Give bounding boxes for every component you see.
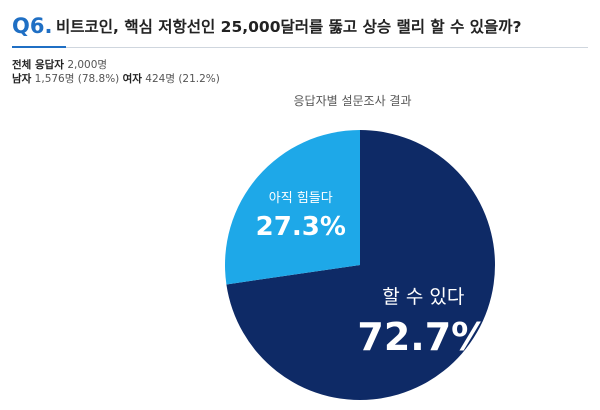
total-respondents-value: 2,000명 — [67, 59, 108, 71]
female-label: 여자 — [122, 73, 142, 85]
question-number: Q6. — [12, 14, 53, 38]
male-value: 1,576명 (78.8%) — [34, 73, 120, 85]
chart-title: 응답자별 설문조사 결과 — [293, 94, 412, 108]
slice-not-yet-value-label: 27.3% — [256, 212, 346, 242]
header-accent-rule — [12, 46, 66, 48]
question-text: 비트코인, 핵심 저항선인 25,000달러를 뚫고 상승 랠리 할 수 있을까… — [56, 18, 522, 36]
gender-respondents-row: 남자 1,576명 (78.8%) 여자 424명 (21.2%) — [12, 72, 220, 86]
slice-can — [226, 130, 496, 400]
slice-can-label: 할 수 있다 — [382, 286, 464, 308]
header-divider — [66, 46, 588, 48]
slice-can-value-label: 72.7% — [357, 315, 489, 359]
slice-not-yet — [225, 130, 360, 285]
respondent-stats: 전체 응답자 2,000명 남자 1,576명 (78.8%) 여자 424명 … — [12, 58, 220, 86]
slice-not-yet-label: 아직 힘들다 — [269, 191, 333, 206]
female-value: 424명 (21.2%) — [145, 73, 220, 85]
question-header: Q6. 비트코인, 핵심 저항선인 25,000달러를 뚫고 상승 랠리 할 수… — [12, 8, 588, 44]
male-label: 남자 — [12, 73, 32, 85]
total-respondents-row: 전체 응답자 2,000명 — [12, 58, 220, 72]
total-respondents-label: 전체 응답자 — [12, 59, 64, 71]
